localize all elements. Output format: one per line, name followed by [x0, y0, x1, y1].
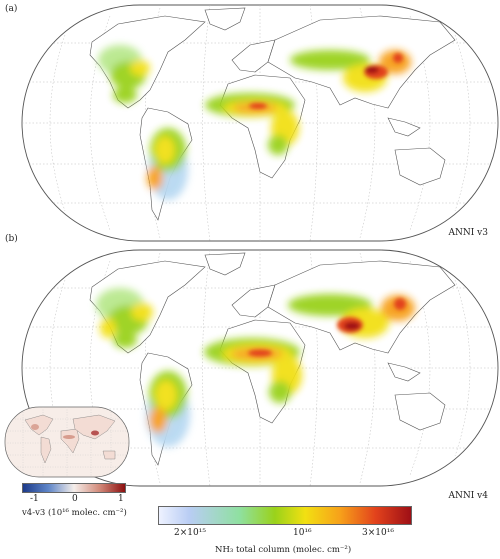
nh3-tick-2e15: 2×10¹⁵	[174, 528, 206, 538]
nh3-tick-1e16: 10¹⁶	[293, 528, 312, 538]
panel-b-label: (b)	[5, 234, 18, 244]
difference-inset	[3, 405, 131, 483]
diff-colorbar-label: v4-v3 (10¹⁶ molec. cm⁻²)	[22, 508, 127, 518]
nh3-colorbar-label: NH₃ total column (molec. cm⁻²)	[215, 545, 352, 555]
diff-tick-0: 0	[72, 494, 78, 504]
nh3-tick-3e16: 3×10¹⁶	[362, 528, 394, 538]
panel-a-label: (a)	[5, 4, 18, 14]
panel-a-map: (a) ANNI v3	[0, 0, 500, 246]
difference-colorbar	[22, 483, 126, 493]
nh3-colorbar	[158, 506, 412, 525]
nh3-field	[98, 45, 411, 200]
panel-b-caption: ANNI v4	[448, 491, 488, 501]
nh3-field	[96, 288, 415, 447]
diff-tick-1: 1	[118, 494, 124, 504]
panel-b-map-svg	[21, 249, 499, 487]
panel-a-caption: ANNI v3	[448, 228, 488, 238]
panel-b-map: (b)	[0, 230, 500, 492]
difference-inset-svg	[4, 406, 130, 478]
diff-tick-minus-1: -1	[30, 494, 39, 504]
panel-a-map-svg	[21, 4, 499, 242]
